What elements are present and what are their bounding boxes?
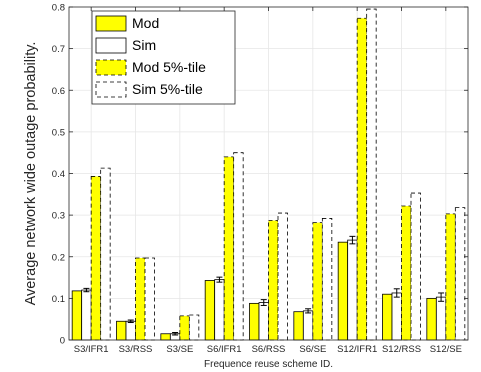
bar-sim-5-tile	[321, 218, 333, 341]
y-tick-label: 0.8	[52, 3, 65, 14]
legend-swatch-mod-5tile	[95, 59, 127, 76]
bar-mod	[337, 241, 349, 341]
bar-sim-5-tile	[188, 314, 200, 341]
bar-mod	[382, 293, 393, 341]
legend-label-mod-5tile: Mod 5%-tile	[132, 59, 206, 75]
ticks: 0 0.1 0.2 0.3 0.4 0.5 0.6 0.7 0.8 S3/IFR1 S3/RSS S3…	[52, 3, 468, 355]
y-tick-label: 0.7	[52, 44, 65, 55]
bar-sim-5-tile	[277, 212, 288, 341]
bar-mod	[249, 302, 260, 341]
bar-mod-5-tile	[312, 222, 323, 341]
bar-sim-5-tile	[144, 257, 155, 341]
bar-mod-5-tile	[179, 315, 190, 341]
x-tick-label: S12/SE	[430, 344, 462, 355]
x-tick-label: S6/RSS	[252, 344, 286, 355]
bar-mod-5-tile	[356, 17, 368, 341]
bar-mod	[426, 297, 437, 341]
bar-mod-5-tile	[90, 176, 102, 341]
legend-label-mod: Mod	[132, 15, 159, 31]
legend-swatch-sim	[95, 37, 127, 54]
bar-sim	[214, 279, 225, 341]
bar-sim	[391, 292, 402, 341]
bar-mod	[116, 320, 127, 341]
bar-mod-5-tile	[268, 220, 279, 341]
bar-sim-5-tile	[366, 8, 377, 341]
legend-swatch-mod	[95, 15, 127, 32]
plot-frame	[68, 6, 469, 341]
x-tick-label: S6/SE	[299, 344, 326, 355]
bar-mod	[71, 290, 83, 341]
y-tick-label: 0.6	[52, 86, 65, 97]
x-tick-label: S3/SE	[166, 344, 193, 355]
bar-mod-5-tile	[135, 257, 146, 341]
legend: Mod Sim Mod 5%-tile Sim 5%-tile	[91, 10, 236, 105]
y-tick-label: 0	[60, 336, 65, 347]
y-tick-label: 0.1	[52, 294, 65, 305]
bar-mod	[293, 311, 304, 341]
y-tick-label: 0.3	[52, 211, 65, 222]
x-tick-label: S12/IFR1	[337, 344, 377, 355]
y-tick-label: 0.2	[52, 252, 65, 263]
x-axis-title: Frequence reuse scheme ID.	[204, 359, 333, 370]
y-tick-label: 0.5	[52, 127, 65, 138]
bars	[71, 8, 466, 341]
legend-label-sim: Sim	[132, 37, 156, 53]
bar-mod-5-tile	[401, 205, 412, 341]
bar-sim-5-tile	[100, 167, 111, 341]
bar-sim	[258, 302, 269, 341]
y-tick-label: 0.4	[52, 169, 65, 180]
legend-label-sim-5tile: Sim 5%-tile	[132, 81, 203, 97]
bar-mod-5-tile	[445, 213, 456, 341]
y-axis-title: Average network wide outage probability.	[23, 42, 39, 306]
bar-sim	[302, 310, 314, 341]
bar-sim	[347, 239, 358, 341]
bar-sim-5-tile	[454, 207, 466, 341]
x-tick-label: S12/RSS	[382, 344, 421, 355]
legend-swatch-sim-5tile	[95, 81, 127, 98]
bar-sim	[125, 320, 136, 341]
bar-sim-5-tile	[233, 152, 244, 341]
bar-sim-5-tile	[410, 192, 421, 341]
bar-sim	[435, 296, 447, 341]
x-tick-label: S3/RSS	[119, 344, 153, 355]
x-tick-label: S3/IFR1	[74, 344, 109, 355]
bar-mod	[204, 280, 216, 341]
bar-mod	[160, 333, 171, 341]
x-tick-label: S6/IFR1	[207, 344, 242, 355]
bar-sim	[81, 289, 92, 341]
bar-mod-5-tile	[223, 156, 235, 341]
